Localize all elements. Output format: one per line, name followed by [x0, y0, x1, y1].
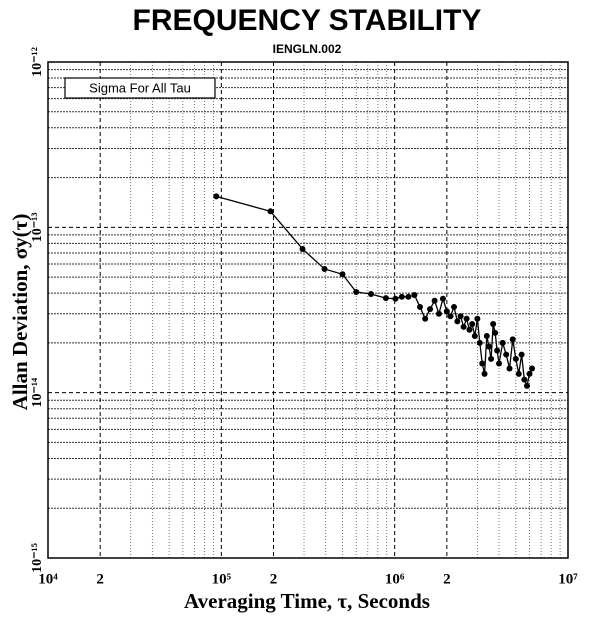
data-point	[398, 293, 405, 300]
data-point	[416, 303, 423, 310]
data-point	[463, 315, 470, 322]
x-tick-label: 10⁴	[38, 571, 58, 587]
data-point	[339, 271, 346, 278]
x-axis-label: Averaging Time, τ, Seconds	[184, 589, 430, 613]
x-tick-label: 2	[270, 571, 278, 587]
data-point	[422, 315, 429, 322]
data-point	[427, 306, 434, 313]
data-point	[521, 376, 528, 383]
series-line	[216, 195, 533, 388]
data-point	[506, 365, 513, 372]
data-point	[515, 370, 522, 377]
data-point	[457, 313, 464, 320]
y-tick-label: 10⁻¹⁵	[30, 543, 45, 573]
chart-subtitle: IENGLN.002	[273, 42, 342, 56]
data-point	[443, 308, 450, 315]
data-point	[447, 313, 454, 320]
data-point	[490, 321, 497, 328]
y-axis-label: Allan Deviation, σy(τ)	[8, 214, 32, 411]
data-point	[460, 323, 467, 330]
x-tick-label: 2	[96, 571, 104, 587]
y-tick-label: 10⁻¹⁴	[30, 377, 45, 408]
x-tick-label: 2	[443, 571, 451, 587]
data-point	[512, 355, 519, 362]
data-point	[299, 245, 306, 252]
data-point	[526, 370, 533, 377]
data-point	[523, 382, 530, 389]
annotation: Sigma For All Tau	[89, 80, 191, 95]
data-point	[518, 351, 525, 358]
plot-frame	[47, 61, 569, 559]
data-point	[492, 329, 499, 336]
data-point	[509, 336, 516, 343]
data-point	[213, 193, 220, 200]
data-point	[474, 315, 481, 322]
x-tick-label: 10⁶	[385, 571, 405, 587]
data-point	[476, 339, 483, 346]
data-point	[466, 326, 473, 333]
y-tick-label: 10⁻¹³	[30, 212, 45, 242]
data-point	[405, 293, 412, 300]
data-point	[454, 318, 461, 325]
data-point	[267, 208, 274, 215]
data-point	[353, 289, 360, 296]
data-point	[483, 333, 490, 340]
data-point	[481, 370, 488, 377]
data-point	[479, 360, 486, 367]
y-tick-label: 10⁻¹²	[30, 47, 45, 77]
data-point	[529, 365, 536, 372]
data-point	[382, 295, 389, 302]
data-point	[439, 295, 446, 302]
annotation-box	[64, 77, 216, 99]
data-point	[471, 333, 478, 340]
x-tick-label: 10⁵	[212, 571, 232, 587]
data-point	[411, 291, 418, 298]
x-tick-label: 10⁷	[558, 571, 578, 587]
data-point	[488, 355, 495, 362]
data-point	[499, 339, 506, 346]
data-point	[451, 303, 458, 310]
data-point	[494, 347, 501, 354]
data-point	[496, 360, 503, 367]
data-point	[431, 297, 438, 304]
data-point	[321, 265, 328, 272]
data-point	[485, 343, 492, 350]
chart-title: FREQUENCY STABILITY	[133, 4, 482, 37]
data-point	[469, 321, 476, 328]
data-point	[367, 291, 374, 298]
data-point	[503, 351, 510, 358]
data-point	[435, 310, 442, 317]
data-point	[392, 295, 399, 302]
